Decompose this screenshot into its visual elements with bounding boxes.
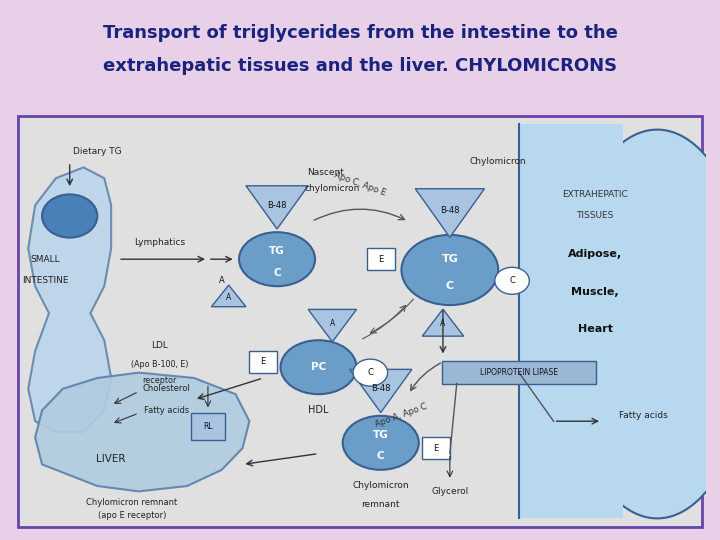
Text: Nascent: Nascent [307,168,344,177]
Text: remnant: remnant [361,501,400,509]
Text: LIPOPROTEIN LIPASE: LIPOPROTEIN LIPASE [480,368,558,377]
Text: B-48: B-48 [371,384,390,393]
FancyBboxPatch shape [191,413,225,440]
Text: Chylomicron: Chylomicron [470,158,526,166]
Text: Muscle,: Muscle, [571,287,618,296]
Text: Chylomicron remnant: Chylomicron remnant [86,498,178,507]
Text: INTESTINE: INTESTINE [22,276,68,285]
Text: TG: TG [269,246,285,256]
Ellipse shape [402,235,498,305]
Text: (Apo B-100, E): (Apo B-100, E) [131,360,189,369]
FancyBboxPatch shape [422,437,450,459]
FancyBboxPatch shape [519,124,623,518]
Text: Lymphatics: Lymphatics [134,239,185,247]
Text: C: C [274,268,281,278]
Ellipse shape [42,194,97,238]
Text: B-48: B-48 [267,201,287,210]
Text: TG: TG [441,254,459,264]
FancyBboxPatch shape [367,248,395,270]
Circle shape [495,267,529,294]
Ellipse shape [560,130,720,518]
Text: Chylomicron: Chylomicron [352,482,409,490]
Polygon shape [308,309,356,342]
Text: E: E [433,444,438,453]
Text: C: C [446,281,454,291]
Text: EXTRAHEPATIC: EXTRAHEPATIC [562,190,628,199]
Text: extrahepatic tissues and the liver. CHYLOMICRONS: extrahepatic tissues and the liver. CHYL… [103,57,617,75]
FancyBboxPatch shape [441,361,596,384]
Polygon shape [28,167,111,432]
Text: TG: TG [373,430,389,440]
Text: B-48: B-48 [440,206,459,215]
FancyBboxPatch shape [249,351,277,373]
Text: LDL: LDL [151,341,168,350]
Text: HDL: HDL [308,406,329,415]
Text: TISSUES: TISSUES [576,212,613,220]
Text: SMALL: SMALL [31,255,60,264]
Polygon shape [212,285,246,307]
Polygon shape [422,309,464,336]
Text: C: C [377,451,384,461]
Text: Cholesterol: Cholesterol [143,384,190,393]
Text: Adipose,: Adipose, [568,249,622,259]
Text: PC: PC [311,362,326,372]
Text: A: A [330,320,335,328]
Text: Apo C, Apo E: Apo C, Apo E [333,170,387,197]
Text: A: A [219,276,225,285]
Text: Glycerol: Glycerol [431,487,469,496]
Text: A: A [441,320,446,328]
Ellipse shape [281,340,356,394]
Text: Apo A, Apo C: Apo A, Apo C [374,402,428,429]
Polygon shape [35,373,249,491]
Text: chylomicron: chylomicron [305,185,360,193]
Text: RL: RL [203,422,212,431]
Text: C: C [367,368,373,377]
Polygon shape [246,186,308,229]
Text: A: A [226,293,231,301]
Ellipse shape [239,232,315,286]
Text: Dietary TG: Dietary TG [73,147,122,156]
Text: Heart: Heart [577,325,613,334]
FancyBboxPatch shape [18,116,702,526]
Text: LIVER: LIVER [96,454,126,464]
Text: E: E [261,357,266,366]
Text: receptor: receptor [143,376,176,385]
Text: Transport of triglycerides from the intestine to the: Transport of triglycerides from the inte… [102,24,618,42]
Polygon shape [350,369,412,413]
Text: (apo E receptor): (apo E receptor) [98,511,166,520]
Text: C: C [509,276,515,285]
Text: Fatty acids: Fatty acids [144,406,189,415]
Polygon shape [415,188,485,238]
Text: Fatty acids: Fatty acids [619,411,667,420]
Text: E: E [378,255,383,264]
Circle shape [353,359,387,386]
Ellipse shape [343,416,419,470]
